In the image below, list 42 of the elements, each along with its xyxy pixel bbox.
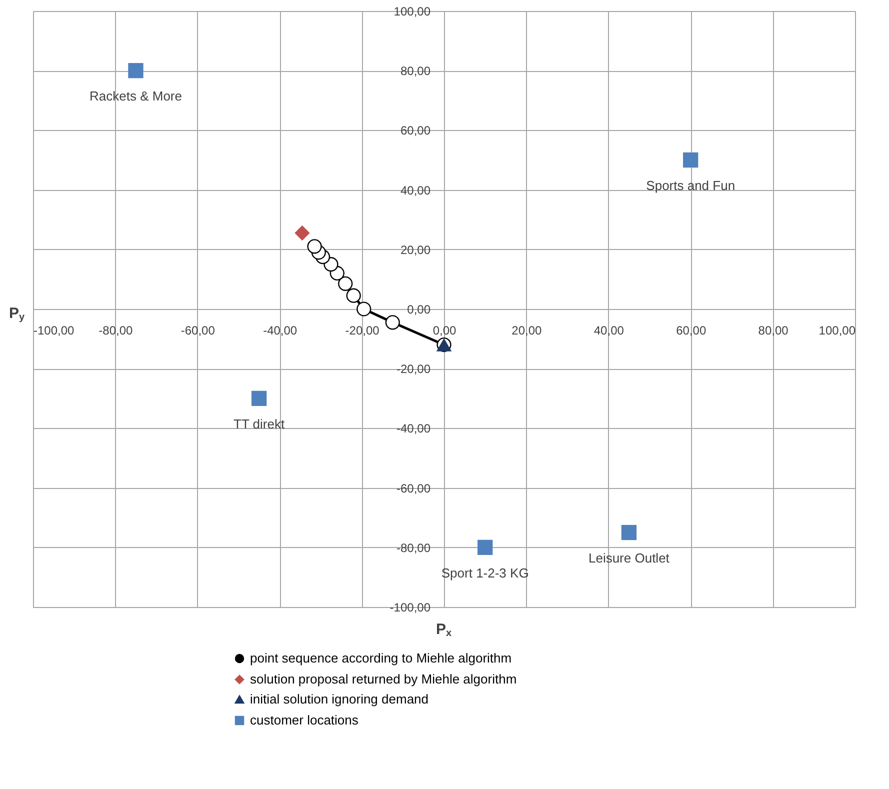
x-tick-label: -40,00 xyxy=(263,324,298,338)
point xyxy=(128,63,144,78)
x-tick-label: -20,00 xyxy=(345,324,380,338)
y-tick-label: -100,00 xyxy=(390,600,431,614)
annotation: Rackets & More xyxy=(90,88,182,104)
point xyxy=(478,540,493,555)
x-tick-label: -60,00 xyxy=(180,324,216,338)
annotation: TT direkt xyxy=(234,416,285,432)
y-tick-label: 60,00 xyxy=(400,124,431,138)
y-tick-label: 40,00 xyxy=(400,183,431,198)
y-tick-label: 20,00 xyxy=(400,242,431,257)
x-tick-label: 60,00 xyxy=(676,324,706,338)
point xyxy=(294,225,310,241)
y-tick-label: 0,00 xyxy=(407,302,431,316)
point xyxy=(346,288,361,303)
annotation: Sport 1-2-3 KG xyxy=(441,565,529,580)
x-tick-label: 40,00 xyxy=(594,324,624,338)
point xyxy=(338,276,353,291)
point xyxy=(621,524,637,540)
x-tick-label: -80,00 xyxy=(98,324,134,338)
x-tick-label: 0,00 xyxy=(432,324,456,338)
annotation: Leisure Outlet xyxy=(588,550,670,566)
y-tick-label: -80,00 xyxy=(396,540,431,555)
x-tick-label: 100,00 xyxy=(818,324,856,338)
y-tick-label: -40,00 xyxy=(396,422,431,436)
legend-label: customer locations xyxy=(250,712,359,728)
x-tick-label: -100,00 xyxy=(34,324,75,338)
y-tick-label: -60,00 xyxy=(396,481,431,496)
legend-label: solution proposal returned by Miehle algorithm xyxy=(250,672,517,686)
point xyxy=(251,390,267,406)
point xyxy=(683,152,698,168)
annotation: Sports and Fun xyxy=(646,178,736,193)
legend-label: point sequence according to Miehle algorithm xyxy=(250,650,512,666)
point xyxy=(385,315,400,330)
legend-label: initial solution ignoring demand xyxy=(250,692,429,706)
x-tick-label: 20,00 xyxy=(512,324,542,338)
y-tick-label: 80,00 xyxy=(400,64,431,78)
point xyxy=(356,302,372,316)
y-tick-label: -20,00 xyxy=(396,362,431,376)
y-tick-label: 100,00 xyxy=(394,4,431,18)
x-tick-label: 80,00 xyxy=(758,324,789,338)
point xyxy=(307,239,322,254)
